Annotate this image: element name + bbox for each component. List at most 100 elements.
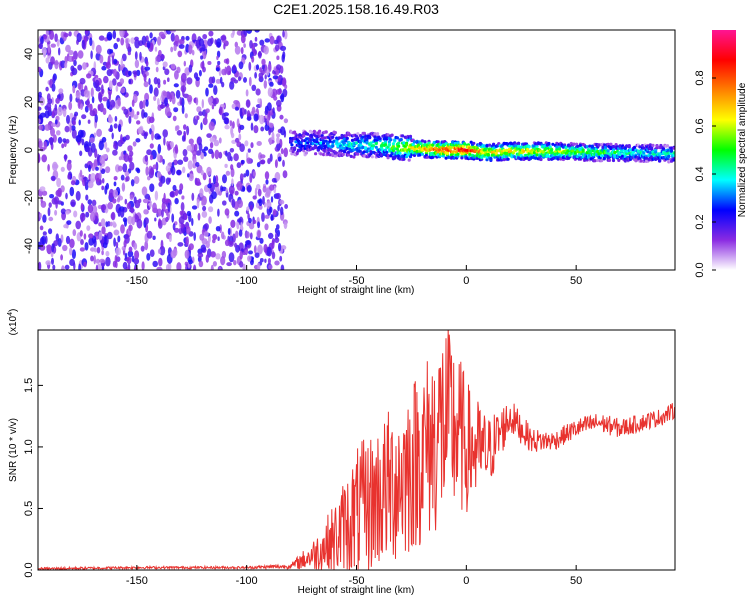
heatmap-cell xyxy=(79,247,85,252)
heatmap-cell xyxy=(257,221,261,229)
heatmap-cell xyxy=(456,152,460,156)
heatmap-cell xyxy=(611,158,616,163)
heatmap-cell xyxy=(268,264,273,270)
heatmap-cell xyxy=(155,66,159,73)
heatmap-cell xyxy=(155,55,161,62)
heatmap-cell xyxy=(225,188,228,194)
heatmap-cell xyxy=(644,156,649,160)
heatmap-cell xyxy=(99,54,104,64)
heatmap-cell xyxy=(104,141,108,149)
heatmap-cell xyxy=(230,164,234,171)
heatmap-cell xyxy=(233,260,237,266)
heatmap-cell xyxy=(109,49,114,54)
heatmap-cell xyxy=(86,73,92,79)
heatmap-cell xyxy=(158,49,162,57)
heatmap-cell xyxy=(87,204,94,214)
heatmap-cell xyxy=(407,147,411,151)
heatmap-cell xyxy=(278,242,282,252)
heatmap-cell xyxy=(658,159,662,163)
heatmap-cell xyxy=(364,146,368,150)
heatmap-cell xyxy=(517,141,521,145)
heatmap-cell xyxy=(181,105,185,115)
heatmap-cell xyxy=(113,42,118,50)
heatmap-cell xyxy=(539,157,543,162)
heatmap-cell xyxy=(531,148,535,152)
heatmap-cell xyxy=(69,93,73,103)
heatmap-cell xyxy=(358,140,363,144)
heatmap-cell xyxy=(236,162,242,169)
heatmap-cell xyxy=(259,237,264,244)
heatmap-cell xyxy=(390,151,394,155)
colorbar-tick-label: 0.6 xyxy=(694,118,706,133)
heatmap-cell xyxy=(601,145,605,149)
heatmap-cell xyxy=(277,156,282,162)
heatmap-cell xyxy=(66,114,70,124)
heatmap-cell xyxy=(264,258,267,263)
heatmap-cell xyxy=(64,61,68,69)
heatmap-cell xyxy=(465,148,469,152)
heatmap-cell xyxy=(157,248,162,254)
heatmap-cell xyxy=(90,50,93,60)
heatmap-cell xyxy=(128,224,133,232)
snr-series-line xyxy=(38,330,675,570)
heatmap-cell xyxy=(75,190,81,201)
heatmap-cell xyxy=(130,37,135,44)
heatmap-cell xyxy=(555,145,559,149)
heatmap-cell xyxy=(42,231,47,236)
heatmap-cell xyxy=(121,53,127,62)
heatmap-cell xyxy=(117,235,121,243)
heatmap-cell xyxy=(264,223,269,231)
y-tick-label: -20 xyxy=(23,190,35,206)
heatmap-cell xyxy=(89,103,93,112)
heatmap-cell xyxy=(169,141,174,149)
y-tick-label: 0 xyxy=(23,147,35,153)
heatmap-cell xyxy=(331,144,335,148)
heatmap-cell xyxy=(71,129,77,139)
heatmap-cell xyxy=(304,151,308,155)
heatmap-cell xyxy=(208,206,214,213)
heatmap-cell xyxy=(275,192,281,200)
heatmap-cell xyxy=(261,64,265,70)
heatmap-cell xyxy=(239,173,244,182)
snr-multiplier-close: ) xyxy=(8,309,19,312)
heatmap-cell xyxy=(636,149,641,153)
heatmap-cell xyxy=(320,134,324,138)
heatmap-cell xyxy=(322,139,326,143)
heatmap-cell xyxy=(65,44,71,53)
heatmap-cell xyxy=(38,42,44,50)
heatmap-cell xyxy=(120,57,124,67)
heatmap-cell xyxy=(405,143,409,147)
heatmap-cell xyxy=(107,221,111,227)
heatmap-cell xyxy=(368,136,372,140)
heatmap-cell xyxy=(259,258,264,263)
heatmap-cell xyxy=(217,208,220,217)
heatmap-cell xyxy=(322,153,326,157)
heatmap-cell xyxy=(113,123,118,129)
heatmap-cell xyxy=(268,232,274,239)
y-tick-label: 40 xyxy=(23,48,35,60)
heatmap-cell xyxy=(202,44,206,52)
heatmap-cell xyxy=(416,143,420,147)
heatmap-cell xyxy=(672,153,675,157)
heatmap-cell xyxy=(389,138,393,142)
heatmap-cell xyxy=(606,149,610,153)
heatmap-cell xyxy=(98,35,105,41)
heatmap-cell xyxy=(90,211,96,222)
colorbar-tick-label: 0.8 xyxy=(694,70,706,85)
heatmap-cell xyxy=(105,182,109,190)
heatmap-cell xyxy=(276,99,282,107)
heatmap-cell xyxy=(224,239,230,247)
heatmap-cell xyxy=(222,200,227,206)
heatmap-cell xyxy=(216,38,222,48)
heatmap-cell xyxy=(62,108,67,118)
heatmap-cell xyxy=(451,140,455,144)
heatmap-cell xyxy=(186,210,192,217)
heatmap-cell xyxy=(347,150,351,154)
heatmap-cell xyxy=(259,114,265,125)
heatmap-cell xyxy=(293,146,297,150)
heatmap-cell xyxy=(93,255,96,265)
heatmap-cell xyxy=(146,149,153,156)
heatmap-cell xyxy=(163,192,166,203)
heatmap-cell xyxy=(444,142,448,146)
heatmap-cell xyxy=(215,253,221,260)
